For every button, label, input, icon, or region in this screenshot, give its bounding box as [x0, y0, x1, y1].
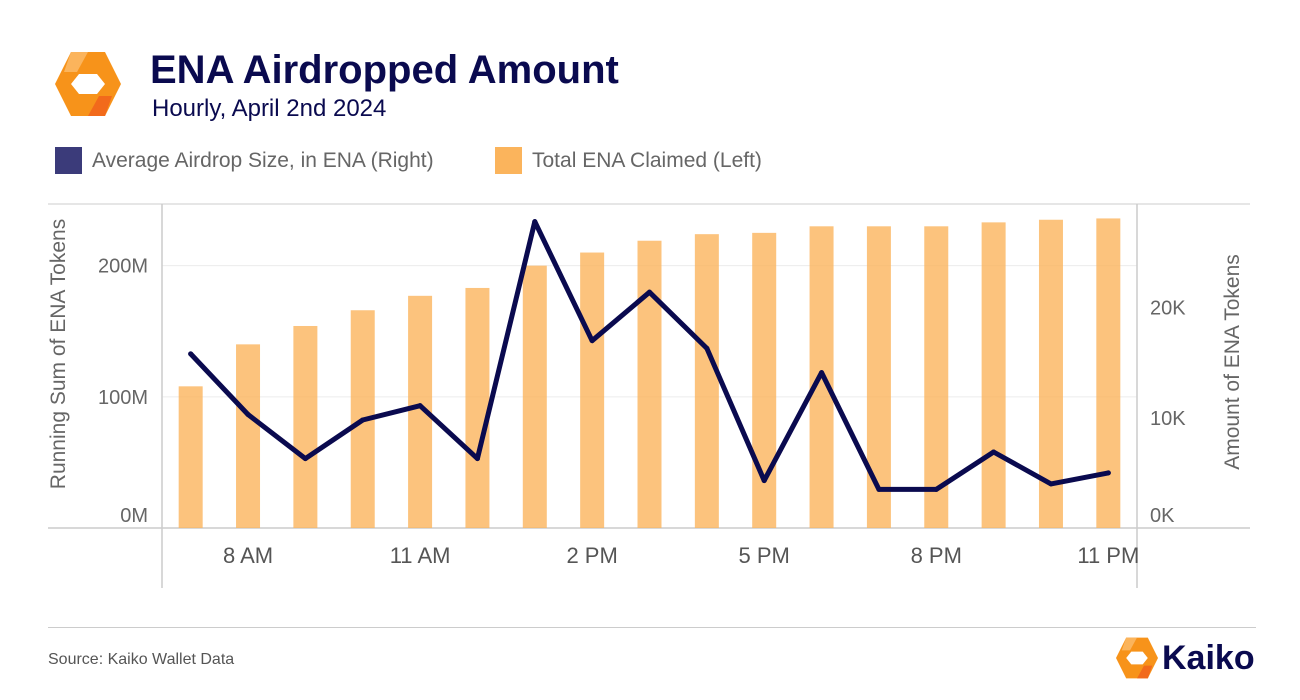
kaiko-logo-icon — [1116, 637, 1158, 679]
x-axis-tick-label: 11 PM — [1077, 543, 1139, 568]
chart-plot: 0M 100M 200M 0K 10K 20K 8 AM 11 AM 2 PM 5 PM 8 PM 1… — [48, 203, 1250, 588]
left-axis-tick-label: 100M — [98, 387, 148, 409]
legend-label-total-claimed: Total ENA Claimed (Left) — [532, 148, 762, 172]
line-point-average-airdrop — [245, 411, 251, 417]
line-point-average-airdrop — [474, 456, 480, 462]
right-axis-title: Amount of ENA Tokens — [1221, 254, 1244, 470]
line-point-average-airdrop — [1105, 470, 1111, 476]
bar-total-claimed — [580, 252, 605, 528]
line-point-average-airdrop — [933, 486, 939, 492]
line-point-average-airdrop — [819, 370, 825, 376]
line-point-average-airdrop — [360, 417, 366, 423]
legend-label-average-airdrop: Average Airdrop Size, in ENA (Right) — [92, 148, 434, 172]
source-note: Source: Kaiko Wallet Data — [48, 651, 235, 668]
line-point-average-airdrop — [991, 449, 997, 455]
line-point-average-airdrop — [876, 486, 882, 492]
right-axis-tick-label: 10K — [1150, 408, 1186, 430]
line-point-average-airdrop — [647, 289, 652, 295]
bar-total-claimed — [522, 265, 547, 528]
line-point-average-airdrop — [188, 351, 194, 357]
line-point-average-airdrop — [1048, 481, 1054, 487]
legend-swatch-total-claimed — [495, 147, 522, 174]
x-axis-tick-label: 2 PM — [566, 543, 617, 568]
left-axis-tick-label: 0M — [120, 505, 148, 527]
line-point-average-airdrop — [761, 478, 767, 484]
legend-item-total-claimed: Total ENA Claimed (Left) — [495, 147, 762, 174]
bar-total-claimed — [465, 287, 490, 528]
bar-total-claimed — [694, 234, 719, 528]
x-axis-tick-label: 8 AM — [223, 543, 273, 568]
bar-total-claimed — [866, 226, 891, 528]
bar-total-claimed — [1096, 218, 1121, 529]
legend-swatch-average-airdrop — [55, 147, 82, 174]
right-axis-tick-label: 20K — [1150, 298, 1186, 320]
left-axis-title: Running Sum of ENA Tokens — [47, 218, 70, 490]
x-axis-tick-label: 8 PM — [911, 543, 962, 568]
line-point-average-airdrop — [704, 345, 710, 351]
bar-total-claimed — [236, 344, 261, 528]
line-point-average-airdrop — [532, 219, 538, 225]
bar-total-claimed — [178, 386, 203, 528]
line-point-average-airdrop — [302, 456, 308, 462]
brand-name: Kaiko — [1162, 638, 1255, 677]
bar-total-claimed — [981, 222, 1006, 528]
bar-total-claimed — [752, 232, 777, 528]
x-axis-tick-label: 11 AM — [390, 543, 451, 568]
kaiko-logo-icon — [55, 52, 121, 116]
line-point-average-airdrop — [417, 403, 423, 409]
footer-divider — [48, 627, 1256, 628]
chart-title: ENA Airdropped Amount — [150, 48, 619, 92]
chart-subtitle: Hourly, April 2nd 2024 — [152, 95, 387, 122]
bar-total-claimed — [293, 325, 318, 528]
bar-total-claimed — [924, 226, 949, 528]
x-axis-tick-label: 5 PM — [739, 543, 790, 568]
left-axis-tick-label: 200M — [98, 256, 148, 278]
legend-item-average-airdrop: Average Airdrop Size, in ENA (Right) — [55, 147, 434, 174]
line-point-average-airdrop — [589, 338, 595, 344]
brand-logo: Kaiko — [1116, 636, 1255, 680]
right-axis-tick-label: 0K — [1150, 505, 1175, 527]
bar-total-claimed — [637, 240, 662, 528]
